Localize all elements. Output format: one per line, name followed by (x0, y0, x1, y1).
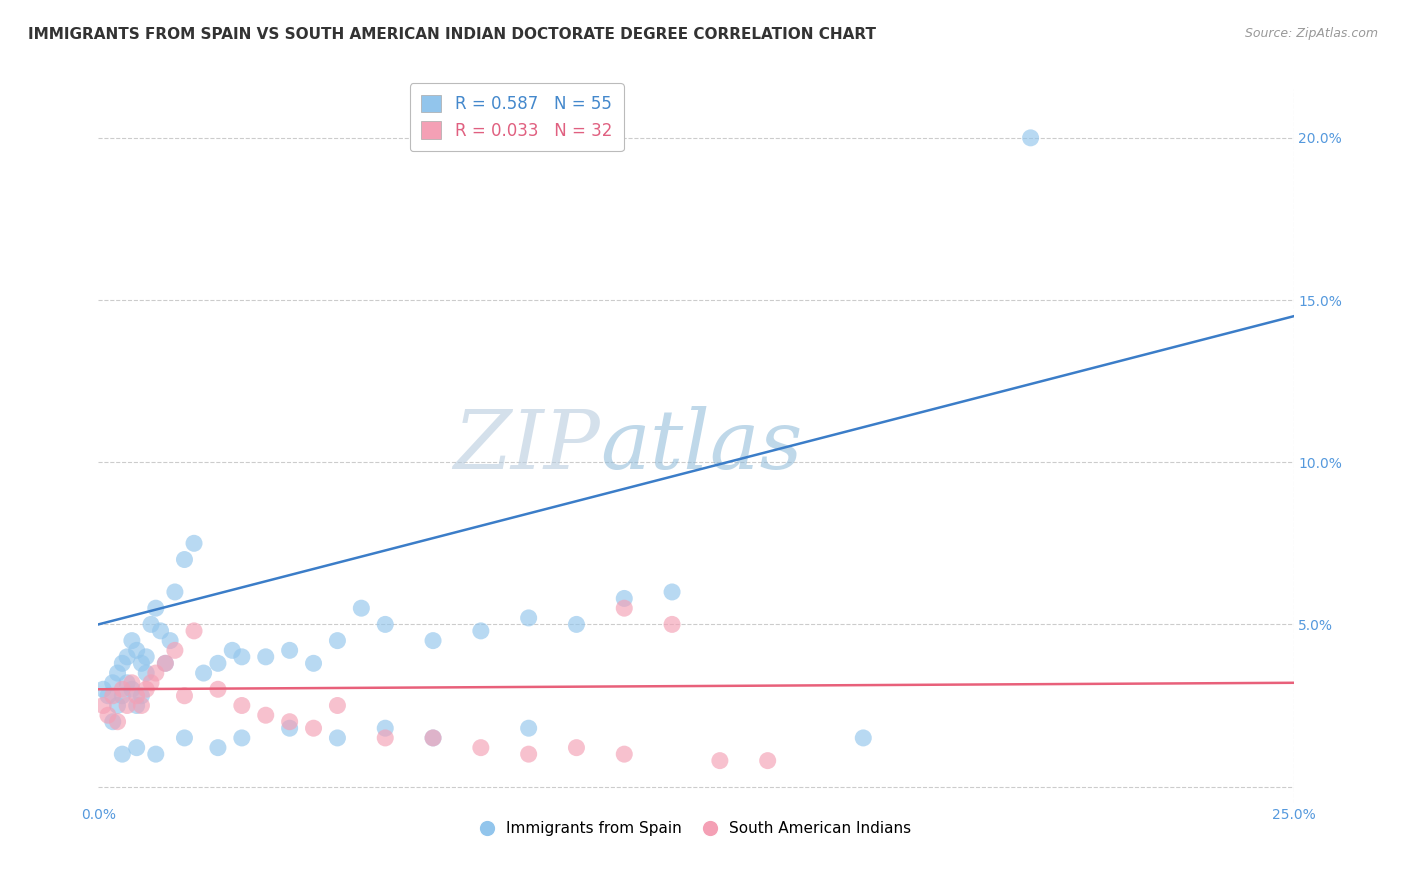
Point (278, 714, 301, 729)
Point (145, 747, 167, 761)
Point (101, 675, 124, 690)
Point (231, 731, 253, 745)
Point (173, 731, 195, 745)
Point (183, 536, 205, 550)
Point (135, 649, 157, 664)
Point (101, 689, 124, 703)
Legend: Immigrants from Spain, South American Indians: Immigrants from Spain, South American In… (472, 812, 920, 845)
Point (159, 633, 181, 648)
Text: Source: ZipAtlas.com: Source: ZipAtlas.com (1244, 27, 1378, 40)
Point (613, 601, 636, 615)
Point (135, 666, 157, 681)
Point (111, 747, 134, 761)
Point (107, 698, 129, 713)
Point (661, 617, 683, 632)
Point (302, 657, 325, 671)
Point (155, 657, 177, 671)
Point (91, 698, 114, 713)
Point (139, 675, 162, 690)
Point (326, 731, 349, 745)
Point (231, 698, 253, 713)
Point (278, 721, 301, 735)
Point (709, 754, 731, 768)
Point (374, 617, 396, 632)
Point (111, 657, 134, 671)
Point (125, 740, 148, 755)
Point (173, 689, 195, 703)
Point (517, 611, 540, 625)
Point (193, 666, 215, 681)
Point (565, 740, 588, 755)
Point (91, 682, 114, 697)
Point (756, 754, 779, 768)
Point (107, 714, 129, 729)
Point (422, 731, 444, 745)
Point (115, 675, 138, 690)
Point (121, 682, 143, 697)
Point (131, 657, 153, 671)
Text: IMMIGRANTS FROM SPAIN VS SOUTH AMERICAN INDIAN DOCTORATE DEGREE CORRELATION CHAR: IMMIGRANTS FROM SPAIN VS SOUTH AMERICAN … (28, 27, 876, 42)
Point (852, 731, 875, 745)
Point (613, 747, 636, 761)
Point (145, 601, 167, 615)
Point (145, 666, 167, 681)
Point (350, 601, 373, 615)
Point (326, 698, 349, 713)
Point (470, 740, 492, 755)
Point (131, 698, 153, 713)
Point (115, 698, 138, 713)
Point (149, 624, 172, 638)
Point (278, 643, 301, 657)
Point (121, 675, 143, 690)
Point (155, 657, 177, 671)
Point (163, 643, 186, 657)
Point (111, 689, 134, 703)
Point (517, 721, 540, 735)
Point (613, 591, 636, 606)
Point (302, 721, 325, 735)
Point (422, 731, 444, 745)
Point (207, 682, 229, 697)
Point (173, 552, 195, 566)
Point (374, 721, 396, 735)
Point (115, 649, 138, 664)
Point (221, 643, 243, 657)
Point (101, 714, 124, 729)
Point (1019, 131, 1042, 145)
Point (131, 689, 153, 703)
Point (565, 617, 588, 632)
Point (183, 624, 205, 638)
Point (97, 708, 120, 723)
Point (207, 740, 229, 755)
Point (254, 649, 277, 664)
Point (517, 747, 540, 761)
Point (326, 633, 349, 648)
Point (97, 689, 120, 703)
Point (139, 617, 162, 632)
Text: ZIP: ZIP (454, 406, 600, 486)
Point (125, 643, 148, 657)
Point (125, 698, 148, 713)
Point (107, 666, 129, 681)
Point (135, 682, 157, 697)
Point (121, 633, 143, 648)
Point (661, 585, 683, 599)
Point (254, 708, 277, 723)
Point (422, 633, 444, 648)
Point (207, 657, 229, 671)
Point (125, 689, 148, 703)
Point (374, 731, 396, 745)
Point (470, 624, 492, 638)
Point (111, 682, 134, 697)
Text: atlas: atlas (600, 406, 803, 486)
Point (231, 649, 253, 664)
Point (163, 585, 186, 599)
